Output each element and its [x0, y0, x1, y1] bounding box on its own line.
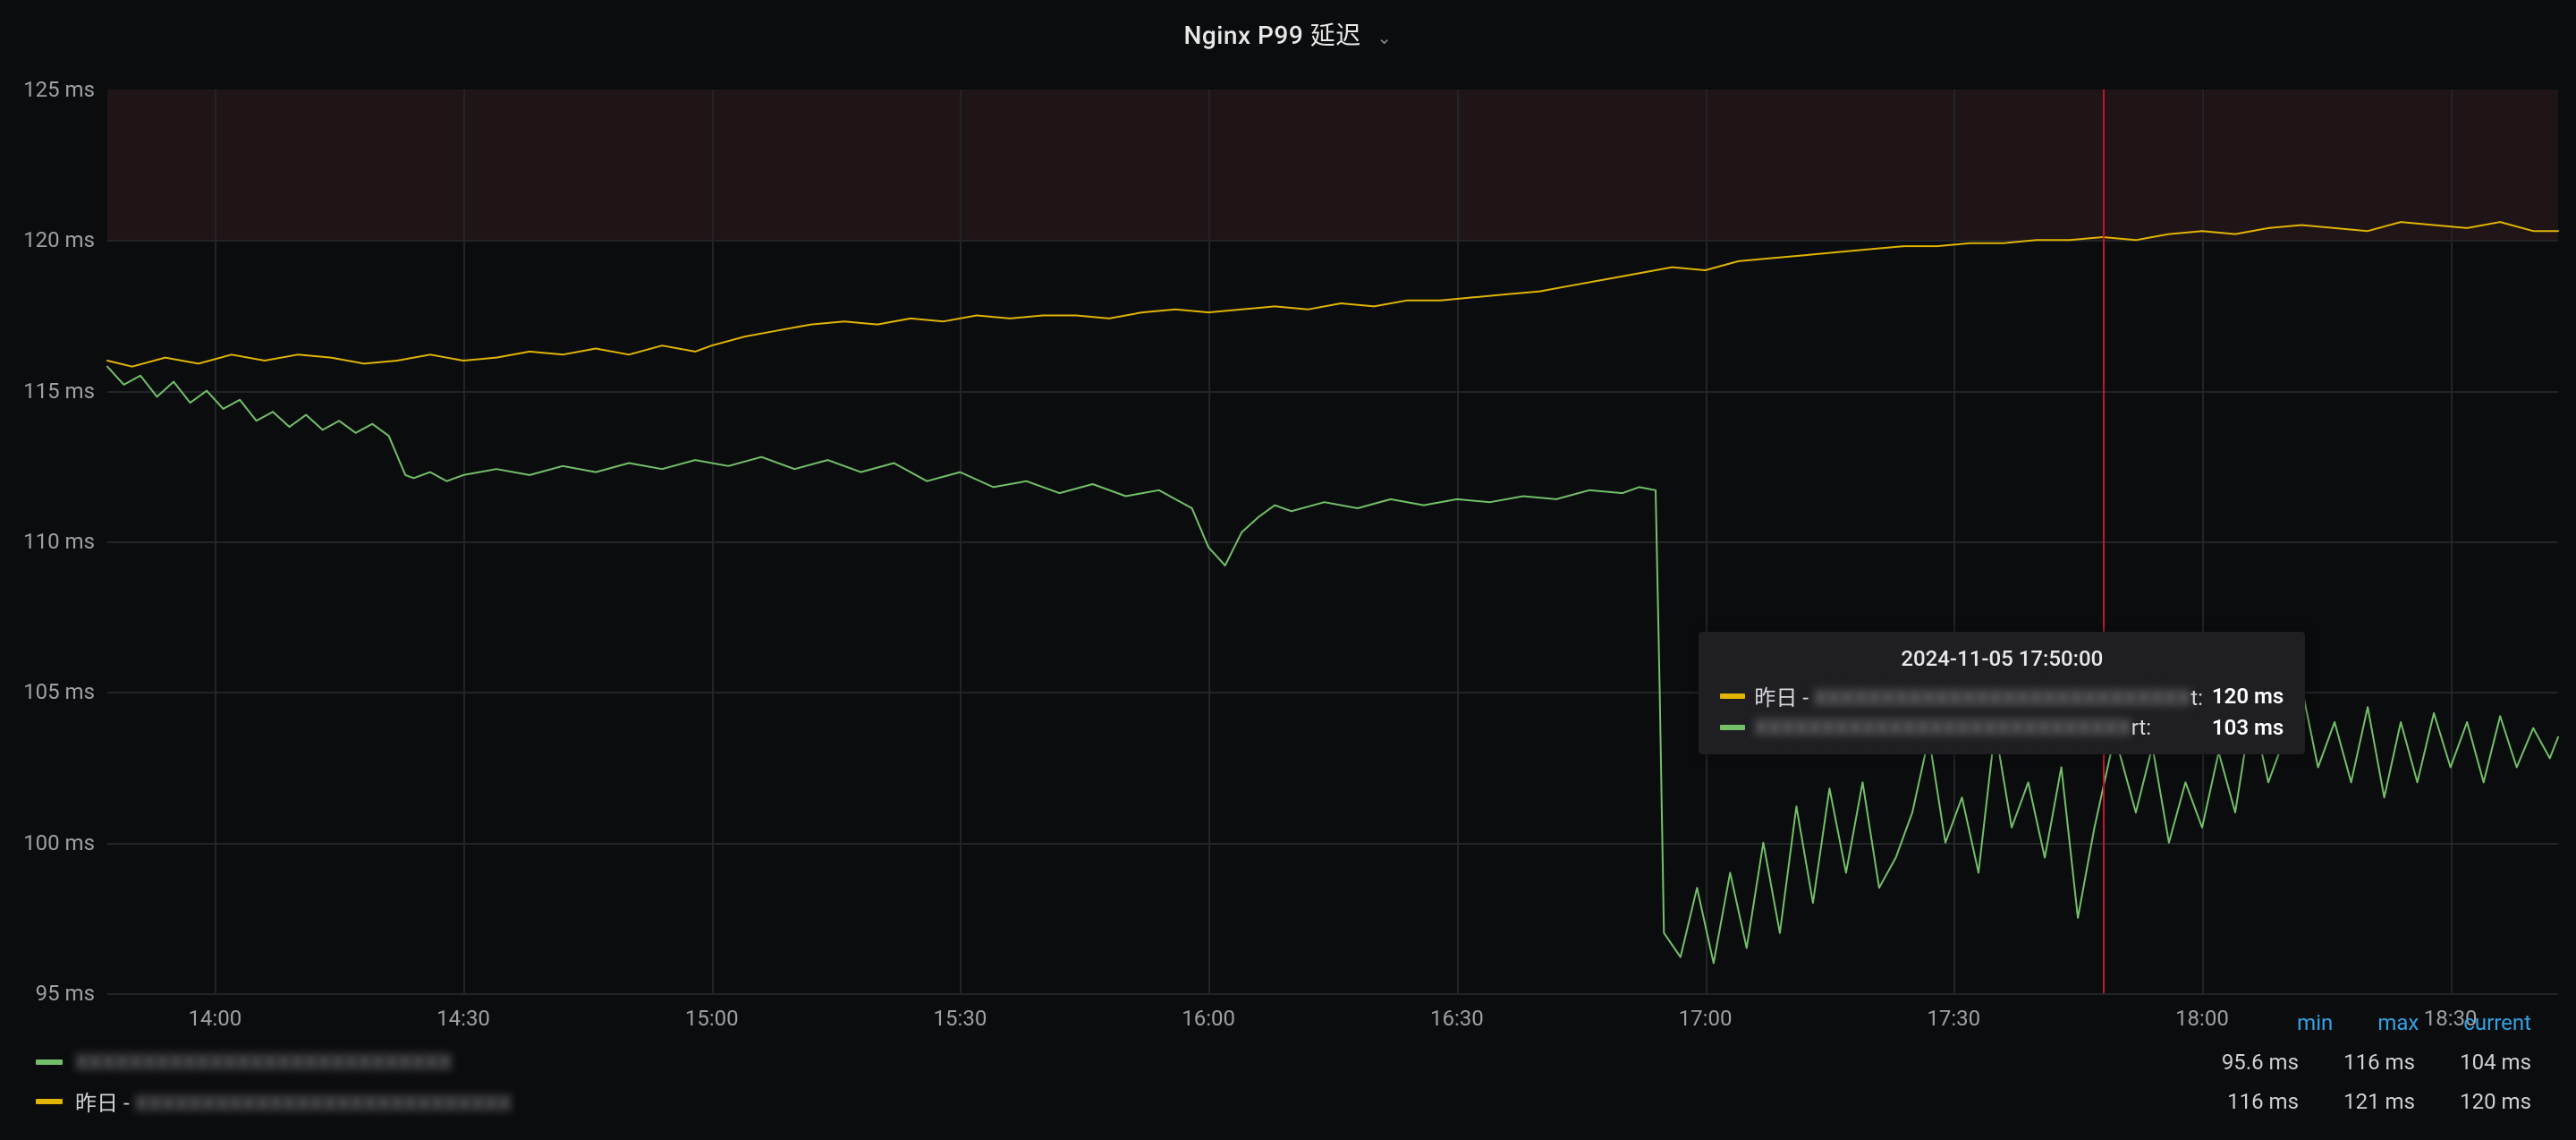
legend-series-label: 昨日 - XXXXXXXXXXXXXXXXXXXXXXXXXXXX [75, 1085, 2182, 1117]
legend-current: 120 ms [2415, 1089, 2531, 1114]
y-axis-label: 105 ms [23, 679, 95, 704]
series-line-yesterday [107, 222, 2558, 367]
legend-max: 121 ms [2299, 1089, 2415, 1114]
tooltip-timestamp: 2024-11-05 17:50:00 [1720, 646, 2284, 671]
y-axis-label: 95 ms [36, 981, 95, 1006]
legend-col-current[interactable]: current [2463, 1010, 2531, 1035]
tooltip-row: XXXXXXXXXXXXXXXXXXXXXXXXXXXXrt: 103 ms [1720, 715, 2284, 740]
chart-panel: Nginx P99 延迟 ⌄ 95 ms100 ms105 ms110 ms11… [0, 0, 2576, 1140]
y-axis-label: 100 ms [23, 830, 95, 855]
tooltip-series-label: XXXXXXXXXXXXXXXXXXXXXXXXXXXXrt: [1754, 715, 2151, 740]
legend-series-label: XXXXXXXXXXXXXXXXXXXXXXXXXXXX [75, 1050, 2182, 1075]
y-axis-label: 115 ms [23, 379, 95, 404]
y-axis-label: 120 ms [23, 227, 95, 252]
legend-col-max[interactable]: max [2377, 1010, 2419, 1035]
y-axis-label: 125 ms [23, 77, 95, 102]
y-axis-label: 110 ms [23, 529, 95, 554]
legend-header: min max current [36, 1010, 2540, 1035]
grid-line [107, 993, 2558, 995]
series-swatch [36, 1099, 63, 1104]
legend-row[interactable]: 昨日 - XXXXXXXXXXXXXXXXXXXXXXXXXXXX116 ms1… [36, 1080, 2540, 1122]
hover-tooltip: 2024-11-05 17:50:00 昨日 - XXXXXXXXXXXXXXXX… [1699, 632, 2305, 754]
legend-max: 116 ms [2299, 1050, 2415, 1075]
legend-min: 116 ms [2182, 1089, 2299, 1114]
legend-row[interactable]: XXXXXXXXXXXXXXXXXXXXXXXXXXXX95.6 ms116 m… [36, 1044, 2540, 1080]
legend-min: 95.6 ms [2182, 1050, 2299, 1075]
series-swatch [36, 1059, 63, 1065]
panel-title-wrap[interactable]: Nginx P99 延迟 ⌄ [0, 16, 2576, 52]
time-marker [2103, 89, 2105, 993]
series-swatch [1720, 693, 1745, 699]
tooltip-series-label: 昨日 - XXXXXXXXXXXXXXXXXXXXXXXXXXXXt: [1754, 680, 2203, 711]
tooltip-value: 103 ms [2212, 715, 2284, 740]
chevron-down-icon: ⌄ [1377, 27, 1392, 48]
panel-title: Nginx P99 延迟 [1184, 21, 1361, 50]
tooltip-row: 昨日 - XXXXXXXXXXXXXXXXXXXXXXXXXXXXt: 120 m… [1720, 680, 2284, 711]
tooltip-value: 120 ms [2212, 684, 2284, 709]
line-chart-svg [107, 89, 2558, 993]
legend: min max current XXXXXXXXXXXXXXXXXXXXXXXX… [36, 1010, 2540, 1122]
legend-current: 104 ms [2415, 1050, 2531, 1075]
legend-col-min[interactable]: min [2297, 1010, 2333, 1035]
chart-plot-area[interactable]: 95 ms100 ms105 ms110 ms115 ms120 ms125 m… [107, 89, 2558, 993]
series-swatch [1720, 725, 1745, 730]
